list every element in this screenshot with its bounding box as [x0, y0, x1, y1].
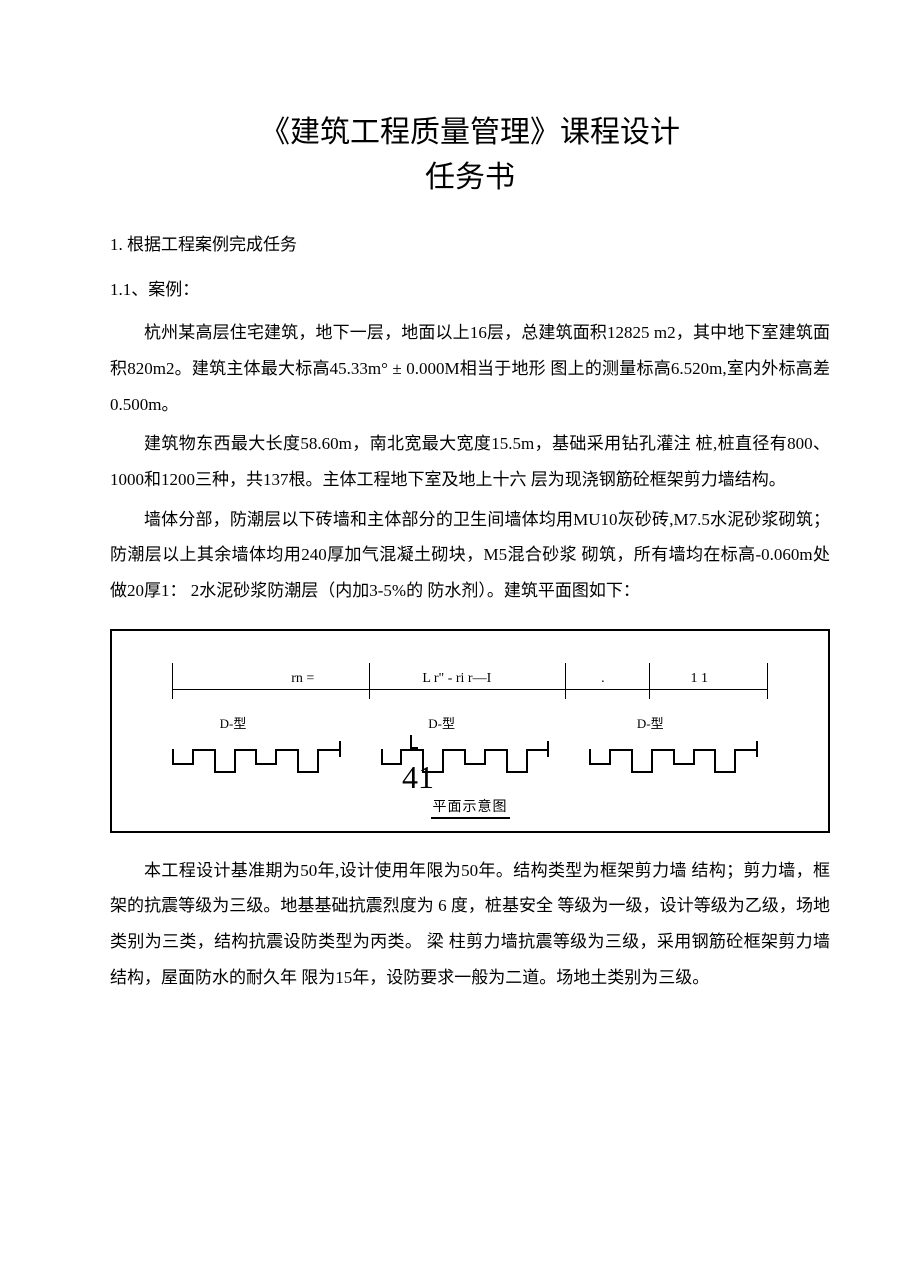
unit-notch [631, 749, 653, 773]
unit-notch [589, 749, 611, 765]
dim-segment [369, 689, 566, 690]
unit-edge [547, 741, 549, 757]
dim-tick [649, 663, 650, 699]
dim-label-4: 1 1 [691, 671, 709, 687]
dimension-row: rn = L r" - ri r—I . 1 1 [172, 669, 768, 699]
dim-tick [767, 663, 768, 699]
dim-tick [172, 663, 173, 699]
paragraph-4: 本工程设计基准期为50年,设计使用年限为50年。结构类型为框架剪力墙 结构；剪力… [110, 853, 830, 996]
unit-notch [506, 749, 528, 773]
floor-plan-figure: rn = L r" - ri r—I . 1 1 D-型 D-型 [110, 629, 830, 833]
unit-notch [297, 749, 319, 773]
plan-units-row: D-型 D-型 D-型 [172, 731, 768, 801]
diagram-number: 41 [402, 759, 434, 796]
floor-plan-diagram: rn = L r" - ri r—I . 1 1 D-型 D-型 [110, 629, 830, 833]
section-1-heading: 1. 根据工程案例完成任务 [110, 230, 830, 261]
unit-edge [339, 741, 341, 757]
paragraph-2: 建筑物东西最大长度58.60m，南北宽最大宽度15.5m，基础采用钻孔灌注 桩,… [110, 426, 830, 497]
paragraph-1: 杭州某高层住宅建筑，地下一层，地面以上16层，总建筑面积12825 m2，其中地… [110, 315, 830, 422]
unit-notch [172, 749, 194, 765]
unit-notch [673, 749, 695, 765]
unit-notch [381, 749, 403, 765]
dim-tick [369, 663, 370, 699]
unit-notch [214, 749, 236, 773]
dim-tick [565, 663, 566, 699]
title-line-2: 任务书 [425, 161, 515, 194]
document-page: 《建筑工程质量管理》课程设计 任务书 1. 根据工程案例完成任务 1.1、案例：… [0, 0, 920, 1059]
section-1-1-heading: 1.1、案例： [110, 275, 830, 306]
unit-label: D-型 [637, 713, 664, 732]
unit-notch [255, 749, 277, 765]
unit-notch [714, 749, 736, 773]
unit-label: D-型 [220, 713, 247, 732]
dim-segment [649, 689, 768, 690]
unit-notch [464, 749, 486, 765]
unit-edge [756, 741, 758, 757]
figure-caption: 平面示意图 [112, 796, 828, 819]
title-line-1: 《建筑工程质量管理》课程设计 [260, 116, 680, 149]
bracket-icon [410, 735, 418, 749]
dim-label-2: L r" - ri r—I [422, 671, 491, 687]
unit-label: D-型 [428, 713, 455, 732]
paragraph-3: 墙体分部，防潮层以下砖墙和主体部分的卫生间墙体均用MU10灰砂砖,M7.5水泥砂… [110, 502, 830, 609]
dim-segment [172, 689, 369, 690]
figure-caption-text: 平面示意图 [431, 796, 510, 819]
dim-segment [565, 689, 648, 690]
dim-label-3: . [601, 671, 605, 687]
dim-label-1: rn = [291, 671, 314, 687]
document-title: 《建筑工程质量管理》课程设计 任务书 [110, 110, 830, 200]
